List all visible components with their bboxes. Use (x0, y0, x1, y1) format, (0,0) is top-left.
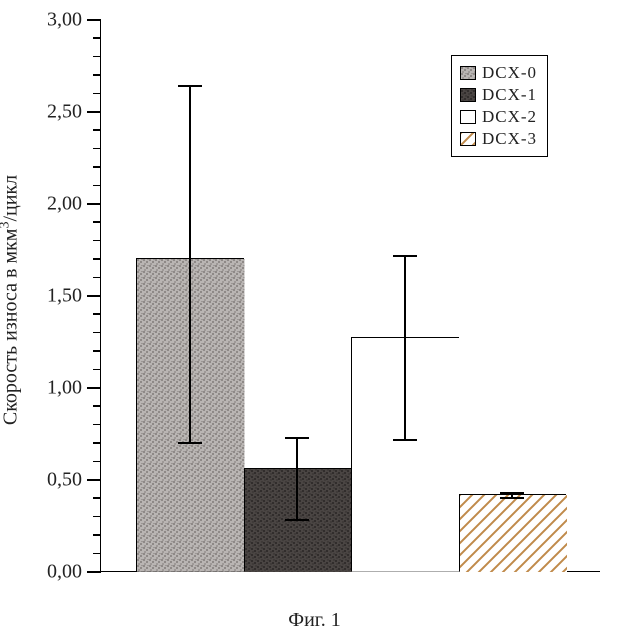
y-tick-major (87, 203, 101, 205)
y-tick-major (87, 387, 101, 389)
legend-label: DCX-1 (482, 85, 537, 105)
y-tick-label: 0,00 (47, 561, 82, 584)
legend-swatch (460, 110, 476, 124)
bar-dcx-3 (459, 494, 567, 571)
errorbar (296, 438, 298, 521)
legend-item: DCX-2 (460, 106, 537, 128)
y-tick-label: 1,50 (47, 285, 82, 308)
y-tick-minor (93, 516, 101, 518)
errorbar-cap (178, 442, 202, 444)
y-tick-minor (93, 185, 101, 187)
y-tick-label: 3,00 (47, 9, 82, 32)
y-tick-minor (93, 37, 101, 39)
legend: DCX-0DCX-1DCX-2DCX-3 (451, 55, 548, 157)
y-tick-minor (93, 369, 101, 371)
legend-label: DCX-3 (482, 129, 537, 149)
y-tick-minor (93, 313, 101, 315)
y-tick-label: 2,50 (47, 101, 82, 124)
errorbar (404, 256, 406, 440)
y-tick-label: 1,00 (47, 377, 82, 400)
y-tick-minor (93, 129, 101, 131)
legend-item: DCX-1 (460, 84, 537, 106)
y-tick-major (87, 111, 101, 113)
figure: Скорость износа в мкм3/цикл DCX-0DCX-1DC… (0, 0, 629, 640)
y-tick-major (87, 295, 101, 297)
errorbar-cap (285, 437, 309, 439)
y-tick-minor (93, 497, 101, 499)
legend-item: DCX-0 (460, 62, 537, 84)
y-tick-minor (93, 405, 101, 407)
caption-text: Фиг. 1 (288, 609, 340, 631)
y-tick-major (87, 19, 101, 21)
legend-label: DCX-2 (482, 107, 537, 127)
y-tick-minor (93, 240, 101, 242)
y-tick-minor (93, 74, 101, 76)
y-tick-minor (93, 534, 101, 536)
legend-swatch (460, 66, 476, 80)
y-tick-minor (93, 424, 101, 426)
errorbar-cap (285, 519, 309, 521)
y-tick-minor (93, 221, 101, 223)
y-tick-major (87, 571, 101, 573)
y-tick-minor (93, 148, 101, 150)
y-axis-title: Скорость износа в мкм3/цикл (0, 175, 22, 425)
y-tick-minor (93, 93, 101, 95)
legend-label: DCX-0 (482, 63, 537, 83)
y-tick-minor (93, 56, 101, 58)
legend-swatch (460, 132, 476, 146)
figure-caption: Фиг. 1 (0, 609, 629, 632)
y-tick-label: 2,00 (47, 193, 82, 216)
errorbar-cap (178, 85, 202, 87)
plot-area: DCX-0DCX-1DCX-2DCX-3 (100, 20, 600, 572)
errorbar-cap (393, 255, 417, 257)
y-tick-minor (93, 553, 101, 555)
y-tick-major (87, 479, 101, 481)
legend-swatch (460, 88, 476, 102)
legend-item: DCX-3 (460, 128, 537, 150)
y-tick-minor (93, 461, 101, 463)
y-tick-minor (93, 166, 101, 168)
errorbar-cap (500, 497, 524, 499)
errorbar (189, 86, 191, 443)
y-tick-minor (93, 258, 101, 260)
y-tick-minor (93, 442, 101, 444)
errorbar-cap (393, 439, 417, 441)
errorbar-cap (500, 492, 524, 494)
y-tick-label: 0,50 (47, 469, 82, 492)
y-tick-minor (93, 350, 101, 352)
y-tick-minor (93, 332, 101, 334)
y-tick-minor (93, 277, 101, 279)
